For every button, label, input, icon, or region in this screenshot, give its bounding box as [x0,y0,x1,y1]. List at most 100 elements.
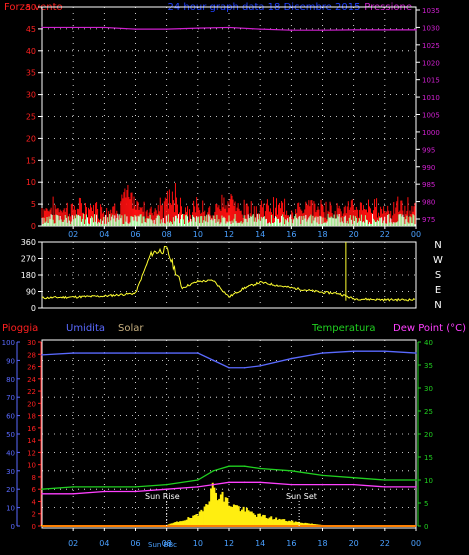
time-tick-label: 16 [286,230,296,239]
dew-point-point [41,493,43,495]
humidity-point [228,366,230,369]
wind-tick-label: 50 [26,3,36,12]
humidity-point [321,352,324,354]
time-tick-label: 08 [162,539,172,548]
time-tick-label: 18 [317,230,327,239]
time-tick-label: 12 [224,539,234,548]
humidity-point [103,352,106,354]
pressure-point [134,28,137,30]
temperature-tick-label: 20 [424,431,433,439]
rain-tick-label: 20 [27,400,36,408]
pressure-tick-label: 1010 [422,94,440,102]
time-tick-label: 10 [193,539,203,548]
humidity-point [72,352,74,354]
rain-tick-label: 8 [32,474,36,482]
pressure-point [384,29,386,31]
temperature-point [41,488,43,491]
humidity-tick-label: 100 [2,339,15,347]
dew-point-point [243,481,246,484]
pressure-tick-label: 995 [422,146,435,154]
dew-point-point [165,488,168,491]
wind-tick-label: 15 [26,156,36,165]
pressure-tick-label: 1005 [422,112,440,120]
humidity-tick-label: 70 [6,394,15,402]
time-tick-label: 10 [193,230,203,239]
pressure-point [165,28,168,30]
time-tick-label: 16 [286,539,296,548]
pressure-tick-label: 980 [422,199,435,207]
wind-tick-label: 5 [31,200,36,209]
direction-tick-label: 180 [21,271,36,280]
humidity-point [259,365,261,367]
pressure-tick-label: 985 [422,181,435,189]
rain-tick-label: 0 [32,523,36,531]
humidity-tick-label: 50 [6,431,15,439]
time-tick-label: 18 [317,539,327,548]
temperature-point [321,474,324,477]
pressure-point [352,29,355,31]
direction-tick-label: 360 [21,238,36,247]
temperature-tick-label: 35 [424,362,433,370]
temperature-point [352,476,355,479]
time-tick-label: 06 [130,539,140,548]
pressure-tick-label: 1015 [422,77,440,85]
humidity-point [243,366,246,369]
temperature-tick-label: 40 [424,339,433,347]
compass-letter: W [433,255,443,266]
compass-letter: E [435,285,441,296]
compass-letter: S [435,270,441,281]
time-tick-label: 14 [255,539,265,548]
time-tick-label: 00 [411,539,421,548]
temperature-axis-title: Temperatura [311,323,376,334]
dew-point-point [103,490,106,493]
temperature-point [165,483,168,486]
time-tick-label: 22 [380,539,390,548]
pressure-point [228,26,230,29]
temperature-point [197,479,199,481]
sunset-label: Sun Set [286,492,317,501]
temperature-point [415,479,417,481]
wind-tick-label: 25 [26,113,36,122]
pressure-tick-label: 1020 [422,59,440,67]
time-tick-label: 20 [349,539,359,548]
dew-point-point [212,483,215,486]
humidity-tick-label: 20 [6,486,15,494]
humidity-point [134,352,137,354]
rain-tick-label: 24 [27,376,36,384]
temperature-point [212,470,215,472]
wind-tick-label: 10 [26,178,36,187]
time-tick-label: 12 [224,230,234,239]
time-tick-label: 04 [99,230,109,239]
pressure-point [197,27,199,29]
temperature-point [72,486,74,488]
temperature-point [384,479,386,481]
rain-tick-label: 2 [32,511,36,519]
humidity-point [352,350,355,353]
pressure-point [259,28,261,30]
pressure-point [41,26,43,29]
temperature-tick-label: 5 [424,500,428,508]
rain-tick-label: 28 [27,351,36,359]
pressure-tick-label: 1000 [422,129,440,137]
temperature-tick-label: 0 [424,523,428,531]
pressure-tick-label: 1035 [422,7,440,15]
humidity-point [384,350,386,353]
time-tick-label: 04 [99,539,109,548]
rain-tick-label: 14 [27,437,36,445]
humidity-point [212,359,215,362]
wind-tick-label: 30 [26,91,36,100]
humidity-tick-label: 90 [6,357,15,365]
temperature-point [290,470,293,472]
rain-tick-label: 6 [32,486,37,494]
direction-tick-label: 90 [26,288,36,297]
pressure-tick-label: 990 [422,164,435,172]
time-tick-label: 00 [411,230,421,239]
dew-point-point [290,483,293,486]
temperature-line [41,465,416,490]
direction-tick-label: 270 [21,255,36,264]
temperature-tick-label: 30 [424,385,433,393]
rain-tick-label: 30 [27,339,36,347]
temperature-point [259,467,261,470]
humidity-point [290,357,293,360]
